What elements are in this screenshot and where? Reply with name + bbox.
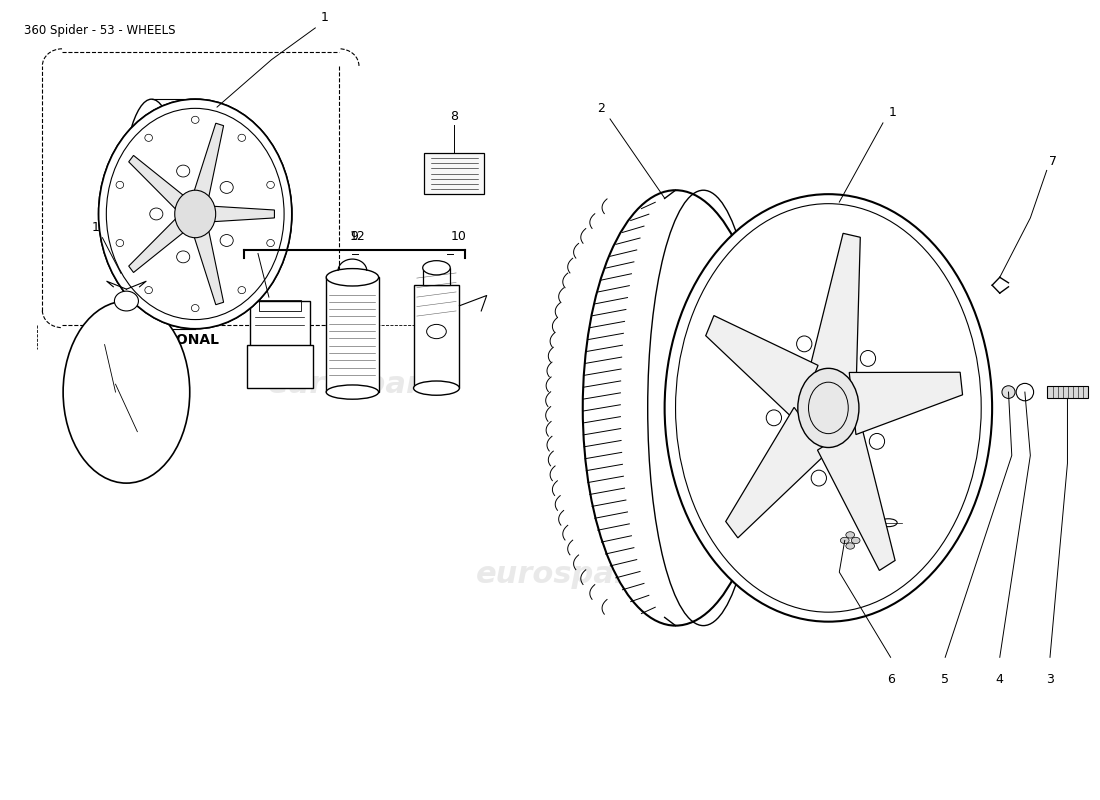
- Ellipse shape: [767, 410, 781, 426]
- Text: eurospares: eurospares: [694, 370, 887, 398]
- Bar: [258, 300, 301, 311]
- Polygon shape: [726, 407, 827, 538]
- Text: 1: 1: [321, 11, 329, 24]
- Polygon shape: [192, 123, 223, 203]
- Ellipse shape: [145, 286, 153, 294]
- Ellipse shape: [1016, 383, 1034, 401]
- Bar: [425, 153, 484, 194]
- Ellipse shape: [266, 182, 274, 189]
- Text: 4: 4: [996, 673, 1003, 686]
- Text: 13: 13: [91, 221, 107, 234]
- Ellipse shape: [177, 165, 189, 177]
- Bar: [246, 345, 314, 388]
- Text: 11: 11: [255, 230, 272, 243]
- Text: 360 Spider - 53 - WHEELS: 360 Spider - 53 - WHEELS: [24, 24, 175, 37]
- Polygon shape: [808, 234, 860, 382]
- Ellipse shape: [664, 194, 992, 622]
- Ellipse shape: [811, 470, 826, 486]
- Ellipse shape: [846, 532, 855, 538]
- Ellipse shape: [840, 538, 849, 544]
- Polygon shape: [129, 155, 188, 212]
- Ellipse shape: [798, 368, 859, 447]
- Ellipse shape: [327, 385, 378, 399]
- Ellipse shape: [238, 134, 245, 142]
- Text: OPTIONAL: OPTIONAL: [139, 333, 219, 346]
- Text: 10: 10: [450, 230, 466, 243]
- Polygon shape: [817, 422, 895, 570]
- Ellipse shape: [99, 99, 292, 329]
- Polygon shape: [849, 372, 962, 434]
- Ellipse shape: [846, 543, 855, 549]
- Ellipse shape: [177, 251, 189, 263]
- Text: eurospares: eurospares: [475, 560, 668, 589]
- Ellipse shape: [266, 239, 274, 246]
- Text: 6: 6: [887, 673, 894, 686]
- Polygon shape: [210, 206, 274, 222]
- Ellipse shape: [145, 134, 153, 142]
- Text: 5: 5: [942, 673, 949, 686]
- Text: 7: 7: [1049, 155, 1057, 168]
- Ellipse shape: [796, 336, 812, 352]
- Bar: [327, 278, 378, 392]
- Text: eurospares: eurospares: [268, 370, 461, 398]
- Ellipse shape: [63, 301, 189, 483]
- Text: 9: 9: [351, 230, 359, 243]
- Ellipse shape: [191, 116, 199, 123]
- Bar: [414, 286, 460, 388]
- Ellipse shape: [860, 350, 876, 366]
- Polygon shape: [129, 216, 188, 273]
- Bar: [250, 301, 310, 349]
- Text: 8: 8: [451, 110, 459, 123]
- Polygon shape: [706, 315, 818, 421]
- Ellipse shape: [116, 182, 123, 189]
- Ellipse shape: [150, 208, 163, 220]
- Ellipse shape: [116, 239, 123, 246]
- Bar: [1047, 386, 1088, 398]
- Ellipse shape: [583, 190, 768, 626]
- Ellipse shape: [869, 434, 884, 450]
- Ellipse shape: [851, 538, 860, 544]
- Ellipse shape: [191, 305, 199, 312]
- Ellipse shape: [114, 291, 139, 311]
- Bar: [422, 268, 450, 286]
- Text: 3: 3: [1046, 673, 1054, 686]
- Text: 2: 2: [596, 102, 605, 115]
- Ellipse shape: [238, 286, 245, 294]
- Polygon shape: [192, 225, 223, 305]
- Ellipse shape: [327, 269, 378, 286]
- Text: 1: 1: [889, 106, 896, 119]
- Ellipse shape: [422, 261, 450, 275]
- Ellipse shape: [175, 190, 216, 238]
- Ellipse shape: [1002, 386, 1015, 398]
- Ellipse shape: [220, 182, 233, 194]
- Ellipse shape: [220, 234, 233, 246]
- Text: 12: 12: [350, 230, 365, 243]
- Ellipse shape: [414, 381, 460, 395]
